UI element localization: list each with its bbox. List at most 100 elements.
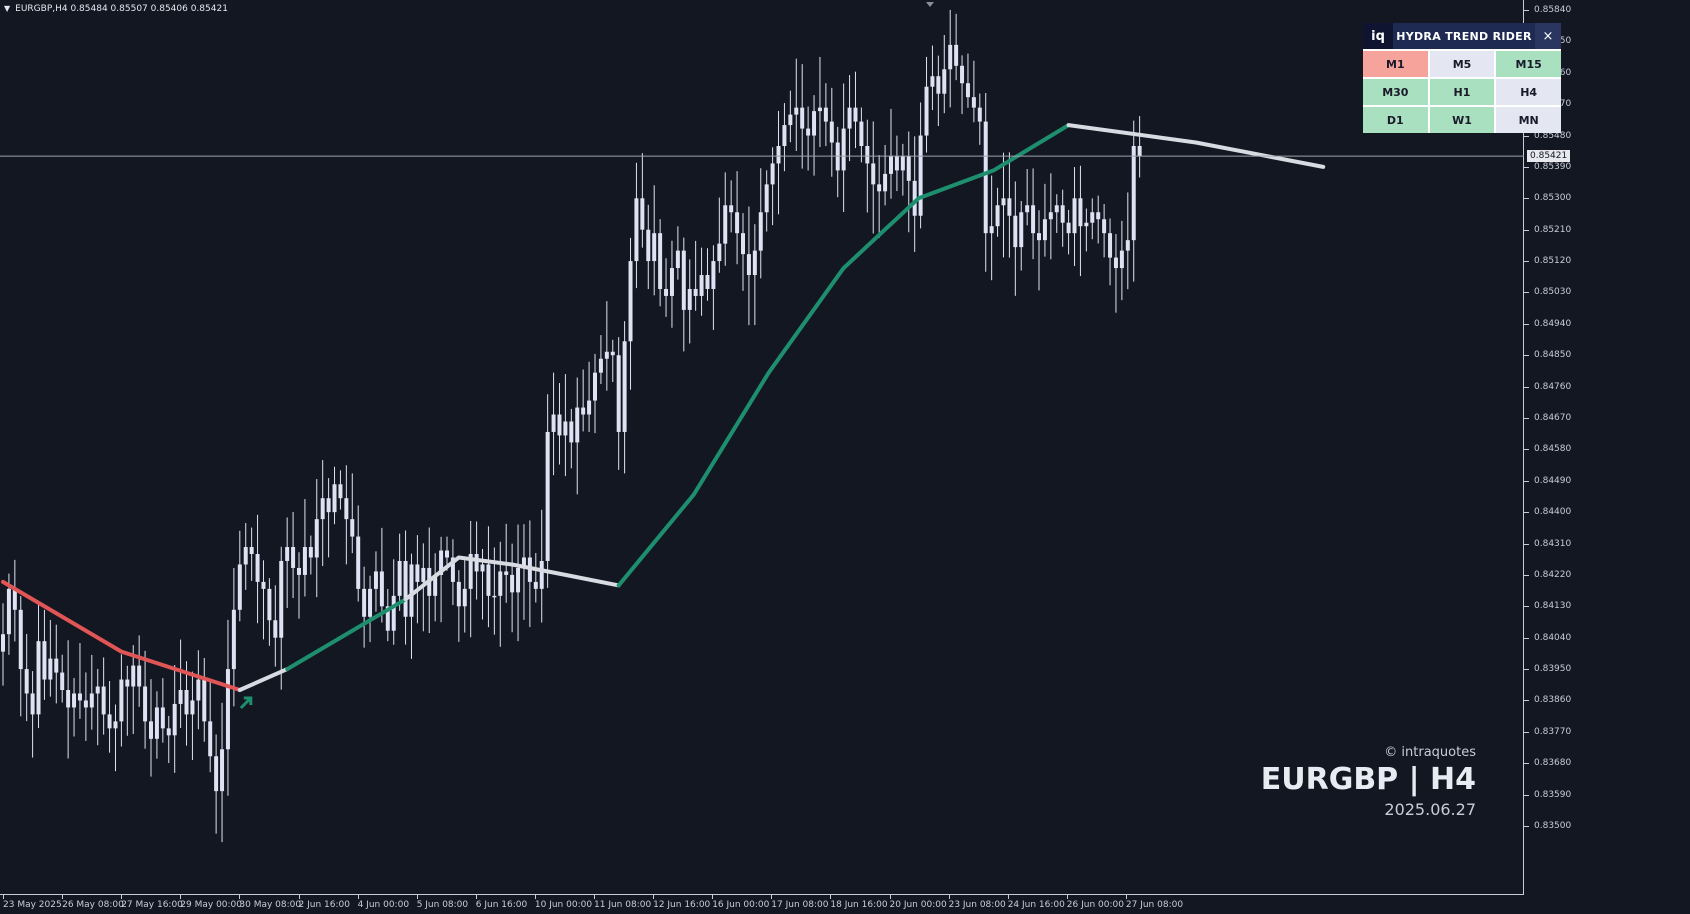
buy-arrow-head-icon [243, 696, 253, 705]
price-tick [1524, 229, 1529, 231]
price-label: 0.85840 [1534, 5, 1572, 15]
candle-body [669, 268, 674, 296]
time-axis[interactable]: 23 May 2025 26 May 08:00 27 May 16:00 29 Ma… [0, 895, 1524, 914]
price-label: 0.84850 [1534, 350, 1572, 361]
price-chart[interactable] [0, 0, 1524, 895]
candle-body [196, 679, 201, 701]
timeframe-w1-button[interactable]: W1 [1429, 107, 1495, 133]
candle-body [758, 212, 763, 251]
candle-body [735, 212, 740, 234]
candle-body [350, 519, 355, 537]
price-label: 0.84760 [1534, 381, 1572, 392]
candle-body [220, 749, 225, 792]
time-tick [3, 895, 4, 899]
price-label: 0.85390 [1534, 161, 1572, 172]
candle-body [362, 588, 367, 617]
candle-body [385, 606, 390, 631]
candle-body [160, 707, 165, 729]
candle-body [54, 658, 59, 673]
candle-body [119, 679, 124, 722]
timeframe-grid: M1 M5 M15 M30 H1 H4 D1 W1 MN [1363, 49, 1561, 133]
time-tick [239, 895, 241, 899]
candle-body [1019, 212, 1024, 248]
price-tick [1524, 166, 1529, 168]
watermark-date: 2025.06.27 [1384, 800, 1476, 819]
candle-body [101, 686, 106, 715]
candle-body [829, 121, 834, 143]
timeframe-d1-button[interactable]: D1 [1363, 107, 1428, 133]
price-tick [1524, 386, 1529, 388]
price-tick [1524, 669, 1529, 671]
price-axis[interactable]: 0.858400.857500.856600.855700.854800.853… [1524, 0, 1690, 895]
price-tick [1524, 418, 1529, 419]
price-tick [1524, 543, 1529, 545]
candle-body [403, 560, 408, 617]
candle-body [593, 372, 597, 401]
panel-header[interactable]: iq HYDRA TREND RIDER × [1363, 23, 1561, 49]
candle-body [557, 414, 562, 436]
candle-body [149, 721, 153, 739]
candle-body [877, 184, 882, 192]
candle-body [344, 498, 349, 520]
price-tick [1524, 261, 1529, 263]
candle-body [462, 588, 467, 607]
price-tick [1524, 10, 1529, 11]
close-icon[interactable]: × [1535, 23, 1561, 49]
candle-body [1072, 198, 1077, 234]
candle-body [770, 163, 775, 185]
time-label: 27 May 16:00 [121, 900, 183, 910]
candle-body [439, 550, 444, 575]
timeframe-m5-button[interactable]: M5 [1429, 51, 1495, 77]
dropdown-triangle-icon[interactable]: ▼ [4, 4, 11, 13]
time-tick [475, 895, 477, 899]
time-label: 24 Jun 16:00 [1007, 900, 1065, 910]
price-tick [1524, 763, 1529, 765]
symbol-info-text: EURGBP,H4 0.85484 0.85507 0.85406 0.8542… [15, 4, 228, 14]
price-tick [1524, 574, 1529, 576]
candle-body [634, 198, 639, 262]
price-tick [1524, 449, 1529, 451]
price-label: 0.84580 [1534, 444, 1572, 455]
candle-body [89, 693, 94, 708]
time-label: 2 Jun 16:00 [298, 900, 350, 910]
trend-line-neutral [237, 667, 290, 692]
candle-body [42, 641, 47, 680]
timeframe-mn-button[interactable]: MN [1496, 107, 1561, 133]
candle-body [1078, 198, 1083, 227]
timeframe-h1-button[interactable]: H1 [1429, 79, 1495, 105]
candle-body [474, 554, 479, 572]
candle-body [77, 693, 82, 701]
candle-body [812, 111, 817, 136]
timeframe-m30-button[interactable]: M30 [1363, 79, 1428, 105]
candle-body [83, 700, 88, 708]
candle-body [48, 658, 53, 680]
candle-body [800, 107, 805, 129]
timeframe-h4-button[interactable]: H4 [1496, 79, 1561, 105]
trend-line-neutral [1066, 123, 1326, 169]
candle-body [871, 163, 876, 185]
candle-body [658, 233, 663, 289]
chart-area[interactable] [0, 0, 1524, 895]
time-tick [594, 895, 595, 899]
time-tick [712, 895, 714, 899]
candle-body [1, 634, 5, 652]
candle-body [948, 44, 953, 70]
candle-body [675, 250, 680, 269]
candle-body [433, 574, 438, 596]
candle-body [788, 114, 793, 126]
candle-body [1125, 240, 1130, 251]
time-label: 30 May 08:00 [239, 900, 302, 910]
candle-body [409, 564, 414, 617]
candle-body [450, 557, 455, 582]
candle-body [971, 97, 976, 108]
time-label: 27 Jun 08:00 [1125, 900, 1184, 910]
price-label: 0.84220 [1534, 569, 1572, 580]
candle-body [143, 686, 148, 722]
candle-body [687, 288, 692, 310]
timeframe-m15-button[interactable]: M15 [1496, 51, 1561, 77]
price-tick [1524, 480, 1529, 482]
candle-body [397, 560, 402, 596]
timeframe-m1-button[interactable]: M1 [1363, 51, 1428, 77]
candle-body [510, 574, 515, 593]
trend-line-bearish [1, 579, 242, 692]
